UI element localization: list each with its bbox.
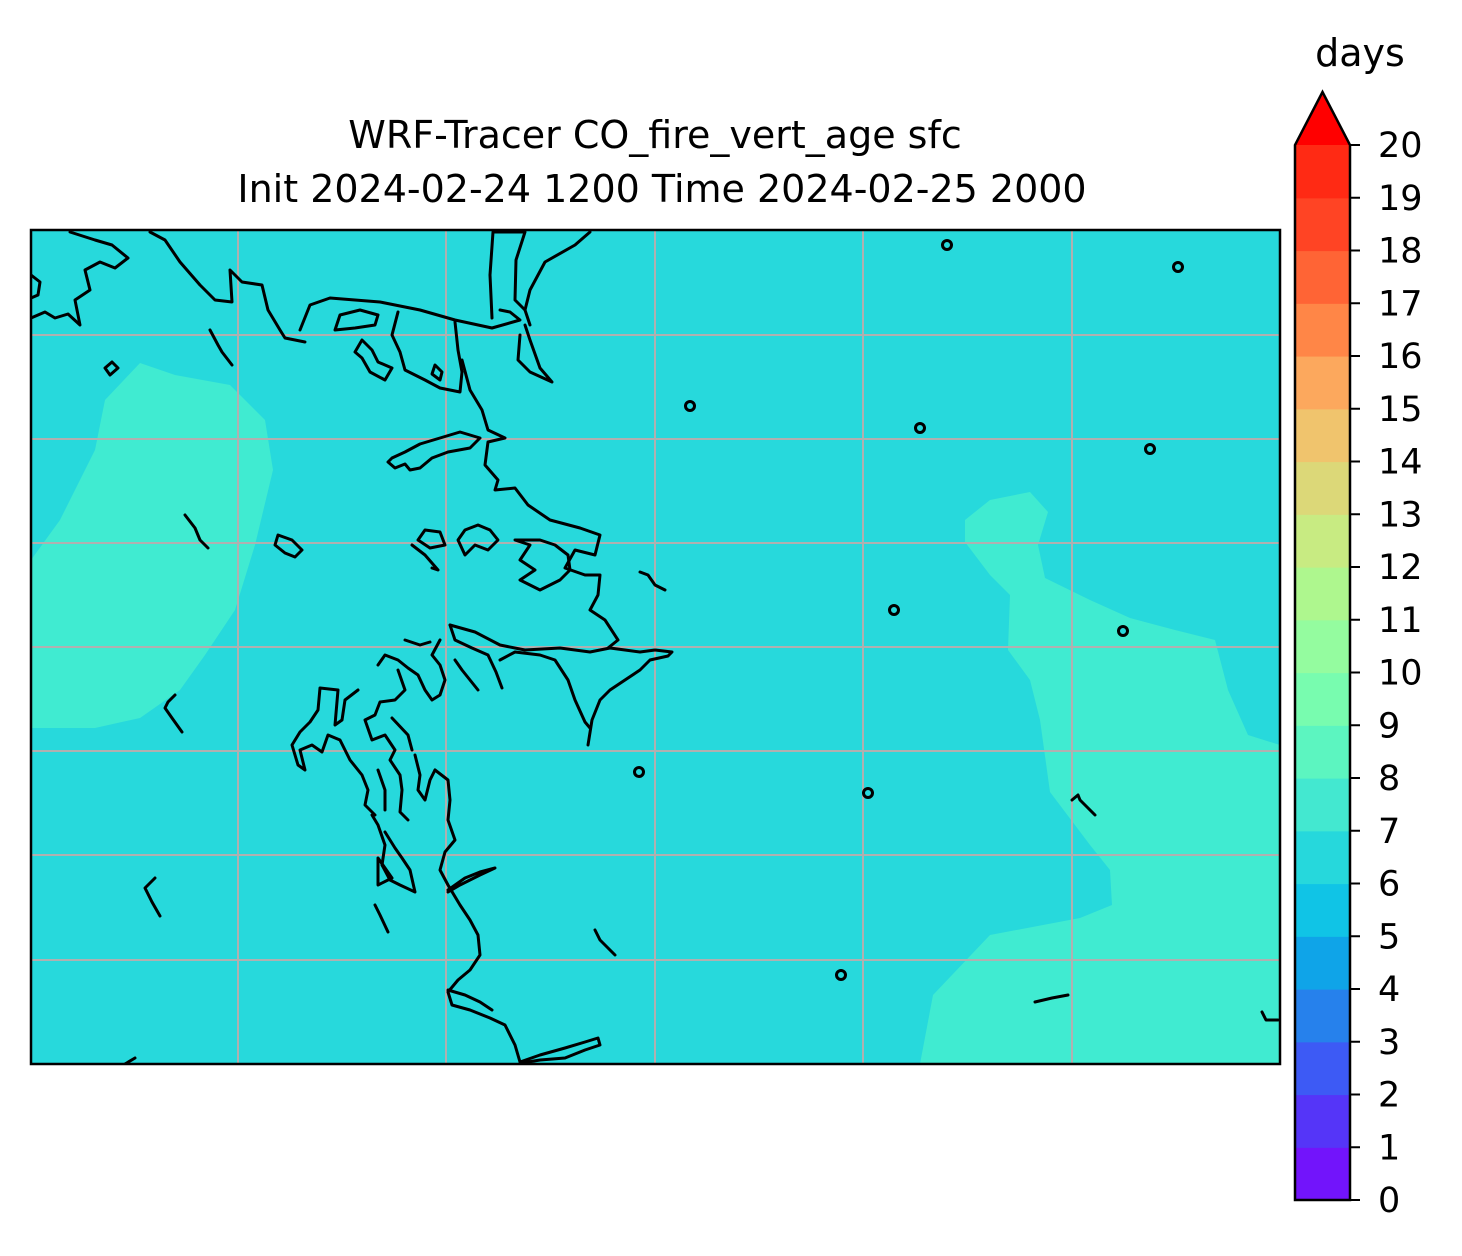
colorbar-tick-label: 11 <box>1378 601 1423 641</box>
colorbar-tick-label: 5 <box>1378 917 1400 957</box>
colorbar-tick-label: 10 <box>1378 654 1423 694</box>
age-region-7-8-west <box>31 230 273 728</box>
colorbar-tick-label: 0 <box>1378 1181 1400 1221</box>
age-region-7-8-islet <box>1052 1025 1070 1037</box>
small-islands <box>633 239 1184 981</box>
colorbar-band <box>1295 461 1350 515</box>
colorbar-tick-label: 20 <box>1378 126 1423 166</box>
colorbar-tick-label: 4 <box>1378 970 1400 1010</box>
colorbar-band <box>1295 883 1350 937</box>
colorbar-tick-label: 2 <box>1378 1076 1400 1116</box>
gridlines <box>31 230 1280 1064</box>
colorbar-tick-label: 19 <box>1378 179 1423 219</box>
colorbar-tick-label: 18 <box>1378 232 1423 272</box>
colorbar-band <box>1295 672 1350 726</box>
colorbar-band <box>1295 197 1350 252</box>
colorbar-band <box>1295 619 1350 674</box>
colorbar-tick-label: 15 <box>1378 390 1423 430</box>
colorbar-tick-label: 13 <box>1378 495 1423 535</box>
colorbar-band <box>1295 1041 1350 1096</box>
colorbar-tick-label: 6 <box>1378 865 1400 905</box>
colorbar-band <box>1295 303 1350 357</box>
colorbar-tick-label: 12 <box>1378 548 1423 588</box>
colorbar-band <box>1295 1094 1350 1148</box>
colorbar-tick-label: 14 <box>1378 443 1423 483</box>
colorbar-band <box>1295 408 1350 463</box>
colorbar-tick-label: 7 <box>1378 812 1400 852</box>
colorbar-tick-label: 3 <box>1378 1023 1400 1063</box>
map-frame <box>29 228 1282 1066</box>
colorbar-band <box>1295 145 1350 199</box>
colorbar-tick-label: 16 <box>1378 337 1423 377</box>
colorbar-tick-label: 9 <box>1378 706 1400 746</box>
colorbar-band <box>1295 989 1350 1043</box>
colorbar-band <box>1295 778 1350 832</box>
colorbar-tick-label: 8 <box>1378 759 1400 799</box>
coastlines <box>31 230 1280 1064</box>
colorbar-band <box>1295 936 1350 990</box>
colorbar-tick-label: 1 <box>1378 1128 1400 1168</box>
colorbar-band <box>1295 356 1350 410</box>
map-title: WRF-Tracer CO_fire_vert_age sfc <box>348 113 961 157</box>
age-region-7-8-east <box>920 492 1280 1064</box>
colorbar-band <box>1295 830 1350 885</box>
colorbar-band <box>1295 725 1350 779</box>
colorbar-frame <box>1293 89 1352 1202</box>
colorbar-band <box>1295 250 1350 304</box>
colorbar-band <box>1295 1147 1350 1201</box>
colorbar-band <box>1295 514 1350 568</box>
colorbar-extend-arrow <box>1295 92 1350 145</box>
map-subtitle: Init 2024-02-24 1200 Time 2024-02-25 200… <box>237 167 1086 211</box>
colorbar-unit-label: days <box>1315 31 1405 75</box>
colorbar-tick-label: 17 <box>1378 284 1423 324</box>
map-panel <box>29 228 1282 1066</box>
colorbar-band <box>1295 567 1350 621</box>
